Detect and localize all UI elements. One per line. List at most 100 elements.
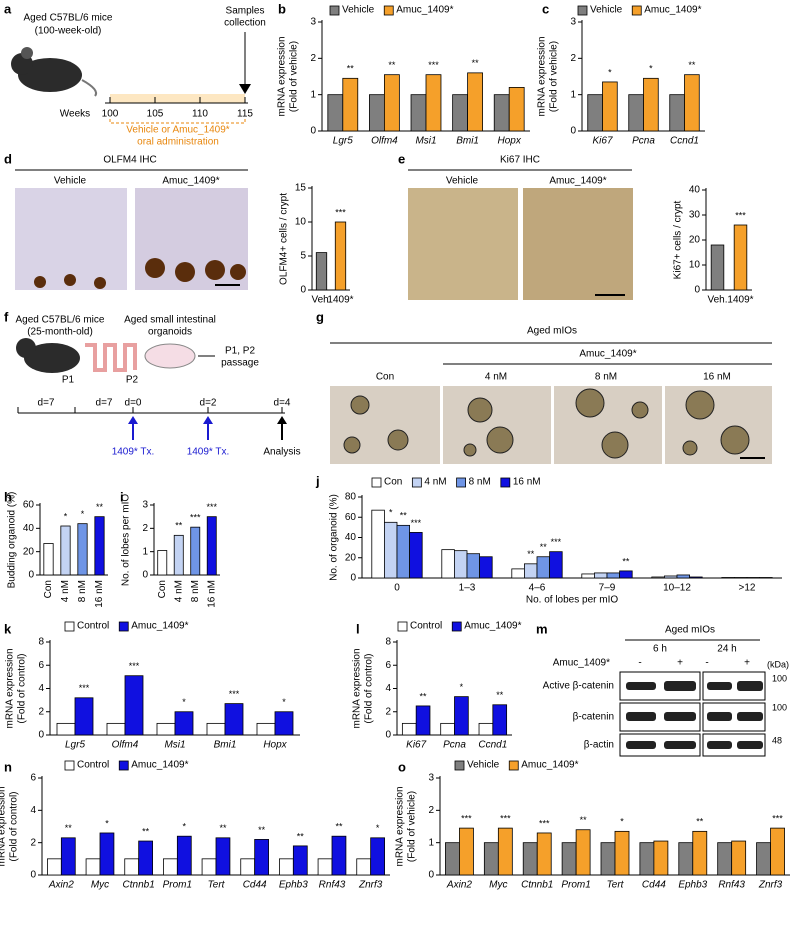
- bar: [759, 577, 773, 579]
- blot-label: Active β-catenin: [543, 681, 614, 692]
- y-tick-label: 0: [694, 285, 700, 296]
- significance: *: [649, 64, 653, 74]
- y-axis-label: (Fold of vehicle): [289, 41, 300, 112]
- ihc-image: [408, 188, 518, 300]
- bar: [342, 77, 359, 132]
- y-tick-label: 20: [689, 235, 701, 246]
- legend-swatch: [397, 621, 408, 632]
- bar: [331, 835, 347, 876]
- x-tick-label: Bmi1: [214, 740, 237, 751]
- bar: [240, 858, 256, 876]
- y-tick-label: 6: [385, 660, 391, 671]
- significance: **: [580, 815, 588, 825]
- y-tick-label: 8: [38, 637, 44, 648]
- y-axis-label: No. of organoid (%): [329, 494, 340, 581]
- y-axis-label: OLFM4+ cells / crypt: [279, 193, 290, 285]
- lane: -: [705, 658, 708, 669]
- timeline: [17, 407, 285, 414]
- y-tick-label: 4: [38, 683, 44, 694]
- day: d=0: [125, 398, 142, 409]
- bar: [206, 722, 226, 736]
- y-tick-label: 0: [300, 285, 306, 296]
- y-tick-label: 20: [23, 546, 35, 557]
- significance: **: [688, 60, 696, 70]
- panel-letter: h: [4, 489, 12, 504]
- y-axis-label: mRNA expression: [0, 786, 8, 866]
- y-tick-label: 40: [689, 185, 701, 196]
- mouse-age: (25-month-old): [27, 327, 93, 338]
- y-tick-label: 3: [310, 17, 316, 28]
- y-tick-label: 3: [142, 500, 148, 511]
- bar: [575, 829, 591, 876]
- treatment-band: [110, 94, 245, 103]
- y-tick-label: 2: [38, 706, 44, 717]
- significance: **: [527, 549, 535, 559]
- bar: [47, 858, 62, 876]
- outcome: P1, P2: [225, 346, 255, 357]
- bar: [254, 839, 269, 876]
- panel-title: Aged mIOs: [527, 326, 577, 337]
- bar: [536, 832, 552, 876]
- x-tick-label: Hopx: [263, 740, 287, 751]
- x-tick-label: Axin2: [446, 880, 472, 891]
- x-tick-label: Prom1: [561, 880, 590, 891]
- bar: [425, 74, 442, 132]
- x-tick-label: 8 nM: [190, 580, 201, 602]
- legend-label: Con: [384, 477, 402, 488]
- marker: 100: [772, 702, 787, 712]
- marker: 100: [772, 673, 787, 683]
- legend-swatch: [329, 5, 340, 16]
- y-tick-label: 0: [28, 570, 34, 581]
- panel-letter: b: [278, 1, 286, 16]
- bar: [356, 858, 372, 876]
- y-tick-label: 1: [570, 89, 576, 100]
- x-tick-label: Axin2: [48, 880, 74, 891]
- legend-label: Amuc_1409*: [521, 760, 578, 771]
- bar: [508, 87, 525, 132]
- bar: [600, 842, 616, 876]
- panel-letter: n: [4, 759, 12, 774]
- organoid-label: Aged small intestinal: [124, 315, 216, 326]
- x-tick-label: Ki67: [406, 740, 426, 751]
- legend-label: Amuc_1409*: [644, 5, 701, 16]
- bar: [163, 858, 178, 876]
- significance: ***: [551, 537, 562, 547]
- y-tick-label: 1: [142, 546, 148, 557]
- legend-swatch: [508, 760, 519, 771]
- bar: [676, 574, 691, 579]
- bar: [369, 94, 385, 132]
- bar: [206, 516, 217, 576]
- treatment: Vehicle or Amuc_1409*: [126, 125, 230, 136]
- treatment: Amuc_1409*: [553, 658, 610, 669]
- significance: *: [620, 817, 624, 827]
- y-tick-label: 0: [30, 870, 36, 881]
- x-tick-label: Ctnnb1: [521, 880, 553, 891]
- y-axis-label: Budding organoid (%): [7, 492, 18, 589]
- bar: [452, 94, 468, 132]
- bar: [173, 534, 184, 576]
- x-tick-label: Hopx: [498, 136, 522, 147]
- legend-swatch: [451, 621, 462, 632]
- y-tick-label: 0: [142, 570, 148, 581]
- significance: ***: [500, 813, 511, 823]
- significance: **: [400, 511, 408, 521]
- significance: ***: [206, 502, 217, 512]
- bar: [549, 551, 563, 579]
- x-tick-label: 4 nM: [173, 580, 184, 602]
- significance: **: [219, 823, 227, 833]
- x-tick-label: 1–3: [459, 583, 476, 594]
- legend-label: Control: [77, 621, 109, 632]
- bar: [643, 77, 659, 132]
- bar: [292, 845, 308, 876]
- significance: **: [388, 60, 396, 70]
- y-tick-label: 0: [385, 730, 391, 741]
- bar: [156, 722, 176, 736]
- legend-label: Amuc_1409*: [131, 760, 188, 771]
- image-label: Vehicle: [54, 176, 87, 187]
- blot-label: β-catenin: [573, 712, 614, 723]
- bar: [383, 74, 400, 132]
- bar: [602, 81, 618, 132]
- x-tick-label: Pcna: [632, 136, 655, 147]
- legend-label: 16 nM: [513, 477, 541, 488]
- legend-label: Vehicle: [590, 5, 623, 16]
